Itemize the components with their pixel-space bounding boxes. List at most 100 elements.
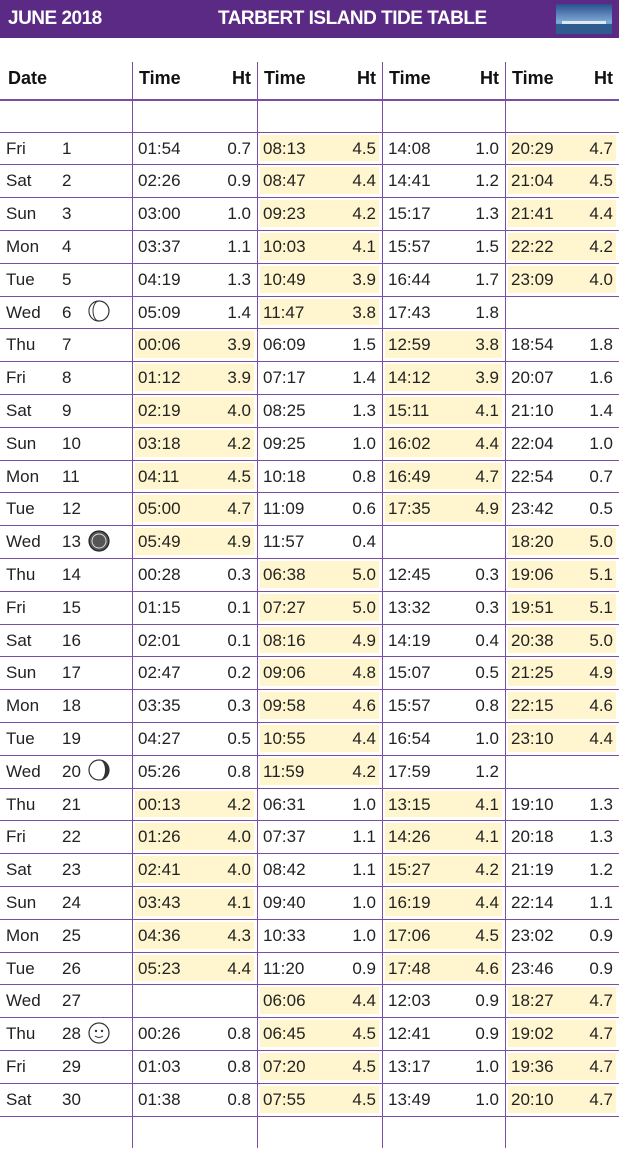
height: 4.2 [545,230,613,263]
height: 1.2 [422,164,499,197]
height: 4.5 [297,1083,376,1116]
date: 10 [62,427,81,460]
day: Sat [6,1083,32,1116]
day: Mon [6,919,39,952]
day: Wed [6,984,41,1017]
date: 29 [62,1050,81,1083]
height: 0.8 [172,755,251,788]
day: Mon [6,689,39,722]
height: 4.4 [297,984,376,1017]
height: 4.7 [422,460,499,493]
height: 1.0 [297,427,376,460]
row-rule [0,722,619,723]
day: Fri [6,132,26,165]
moon-full [86,1020,112,1046]
height: 1.1 [172,230,251,263]
height: 1.3 [422,197,499,230]
day: Wed [6,296,41,329]
height: 4.6 [545,689,613,722]
day: Thu [6,1017,35,1050]
height: 0.9 [422,1017,499,1050]
height: 0.5 [422,656,499,689]
row-rule [0,427,619,428]
day: Sun [6,656,36,689]
row-rule [0,296,619,297]
height: 4.9 [422,492,499,525]
height: 4.4 [545,722,613,755]
row-rule [0,230,619,231]
height: 1.0 [545,427,613,460]
date: 17 [62,656,81,689]
date: 23 [62,853,81,886]
row-rule [0,853,619,854]
height: 4.0 [172,853,251,886]
day: Sun [6,427,36,460]
row-rule [0,460,619,461]
height: 0.5 [545,492,613,525]
column-rule [382,62,383,1148]
row-rule [0,558,619,559]
height: 0.7 [545,460,613,493]
height: 1.3 [172,263,251,296]
height: 1.0 [422,1083,499,1116]
height: 1.0 [422,132,499,165]
date: 19 [62,722,81,755]
height: 4.3 [172,919,251,952]
height: 0.3 [422,558,499,591]
day: Tue [6,263,35,296]
day: Sun [6,197,36,230]
height: 4.7 [545,1083,613,1116]
height: 0.2 [172,656,251,689]
row-rule [0,263,619,264]
height: 0.7 [172,132,251,165]
height: 0.1 [172,624,251,657]
height: 4.9 [172,525,251,558]
row-rule [0,1050,619,1051]
height: 1.4 [545,394,613,427]
day: Sat [6,394,32,427]
height: 4.9 [297,624,376,657]
height: 4.4 [545,197,613,230]
column-rule [132,62,133,1148]
height: 3.9 [422,361,499,394]
row-rule [0,361,619,362]
height: 0.8 [172,1050,251,1083]
row-rule [0,919,619,920]
height: 3.9 [172,328,251,361]
height: 1.0 [422,722,499,755]
height: 1.4 [297,361,376,394]
row-rule [0,1083,619,1084]
height: 5.0 [297,591,376,624]
day: Tue [6,952,35,985]
date: 5 [62,263,71,296]
height: 4.0 [172,394,251,427]
date: 12 [62,492,81,525]
date: 6 [62,296,71,329]
height: 5.1 [545,591,613,624]
day: Thu [6,328,35,361]
date: 22 [62,820,81,853]
row-rule [0,328,619,329]
height: 1.3 [545,820,613,853]
height: 0.8 [172,1083,251,1116]
date: 15 [62,591,81,624]
height: 1.2 [545,853,613,886]
height: 4.5 [297,132,376,165]
height: 0.1 [172,591,251,624]
height: 0.8 [297,460,376,493]
moon-first-quarter [86,757,112,783]
date: 14 [62,558,81,591]
height: 5.0 [545,525,613,558]
height: 4.5 [297,1050,376,1083]
header-rule [0,99,619,101]
month: JUNE 2018 [8,8,102,30]
row-rule [0,624,619,625]
day: Tue [6,492,35,525]
day: Sun [6,886,36,919]
date: 25 [62,919,81,952]
day: Thu [6,788,35,821]
column-header: Ht [422,62,499,95]
moon-new [86,528,112,554]
height: 0.4 [422,624,499,657]
height: 0.9 [172,164,251,197]
